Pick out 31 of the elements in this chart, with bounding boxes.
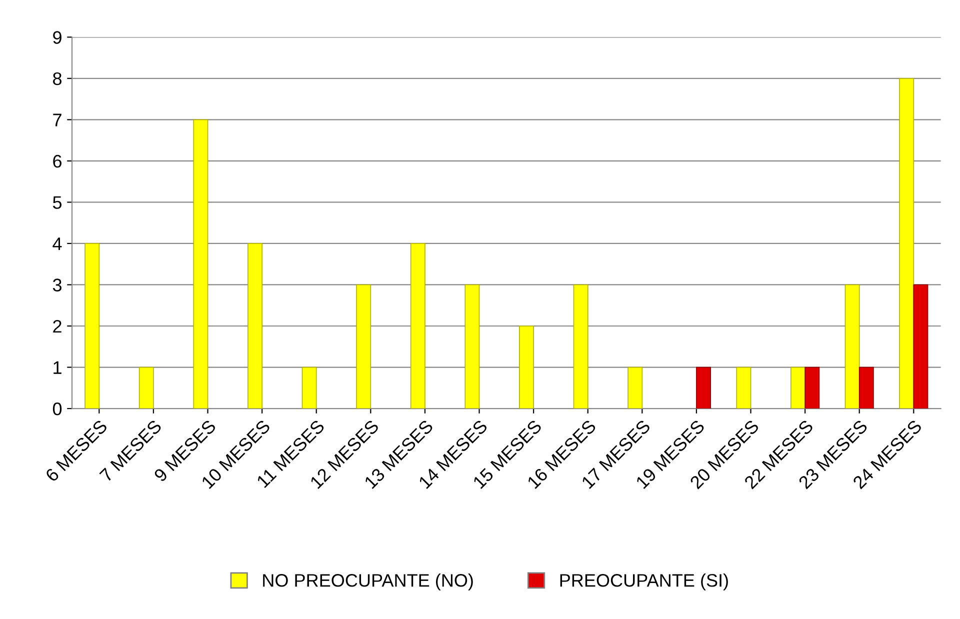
bar <box>858 366 874 409</box>
bar <box>356 284 372 409</box>
bar <box>138 366 154 409</box>
bar <box>302 366 317 409</box>
bar <box>464 284 480 409</box>
bar <box>84 243 100 409</box>
bar <box>248 243 262 409</box>
legend-label: NO PREOCUPANTE (NO) <box>263 574 473 590</box>
bar <box>410 243 426 409</box>
y-tick-label: 9 <box>53 31 62 44</box>
bar <box>899 78 914 409</box>
y-tick-label: 1 <box>54 361 62 374</box>
y-tick-label: 2 <box>53 320 62 333</box>
y-tick-label: 8 <box>53 72 62 86</box>
bar <box>844 284 860 409</box>
bar <box>790 366 806 409</box>
legend-label: PREOCUPANTE (SI) <box>560 574 728 590</box>
bar <box>519 326 534 409</box>
bar <box>913 284 928 409</box>
bar <box>628 366 643 409</box>
y-tick-label: 7 <box>53 114 62 126</box>
y-tick-label: 6 <box>53 154 62 168</box>
bar <box>573 284 588 409</box>
bar <box>193 119 208 409</box>
bar <box>804 366 820 409</box>
bar <box>736 366 752 409</box>
y-tick-label: 4 <box>52 238 62 250</box>
bar <box>696 366 711 409</box>
y-tick-label: 5 <box>52 196 62 209</box>
y-tick-label: 0 <box>52 402 62 416</box>
y-tick-label: 3 <box>52 278 62 292</box>
